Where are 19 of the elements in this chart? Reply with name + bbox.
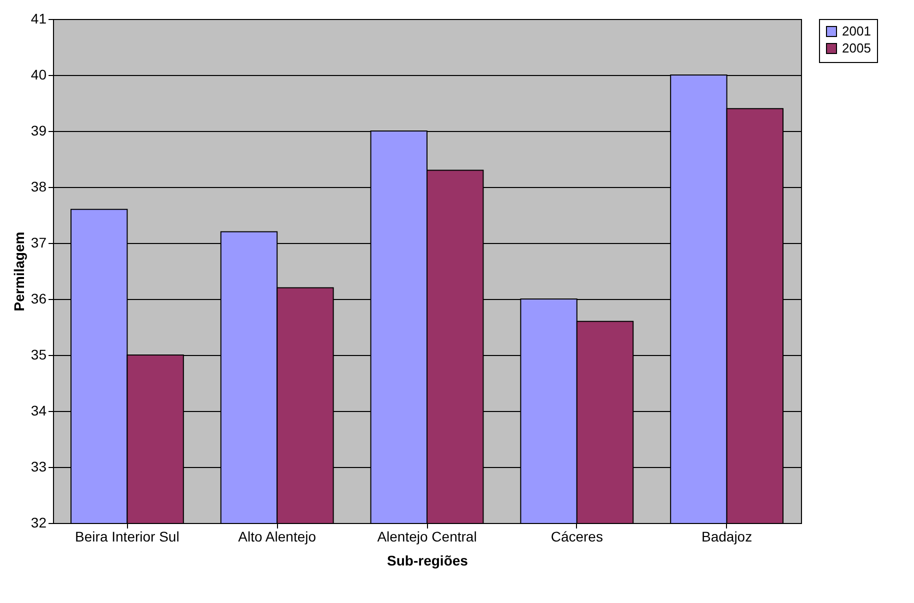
legend-label: 2005 xyxy=(842,40,871,56)
x-tick-label: Cáceres xyxy=(550,528,603,544)
y-tick-label: 34 xyxy=(30,402,47,418)
y-tick-label: 41 xyxy=(30,10,47,26)
y-axis-title: Permilagem xyxy=(10,232,27,312)
y-tick-label: 33 xyxy=(30,458,47,474)
y-tick-label: 38 xyxy=(30,178,47,194)
x-tick-label: Badajoz xyxy=(702,528,752,544)
y-tick-label: 32 xyxy=(30,514,47,530)
x-tick-label: Beira Interior Sul xyxy=(75,528,180,544)
y-tick-label: 36 xyxy=(30,290,47,306)
x-tick-label: Alto Alentejo xyxy=(238,528,316,544)
y-tick-label: 39 xyxy=(30,122,47,138)
y-tick-label: 37 xyxy=(30,234,47,250)
y-tick-label: 35 xyxy=(30,346,47,362)
x-tick-label: Alentejo Central xyxy=(377,528,477,544)
x-axis-title: Sub-regiões xyxy=(387,552,468,568)
y-tick-label: 40 xyxy=(30,66,47,82)
legend-label: 2001 xyxy=(842,24,871,38)
